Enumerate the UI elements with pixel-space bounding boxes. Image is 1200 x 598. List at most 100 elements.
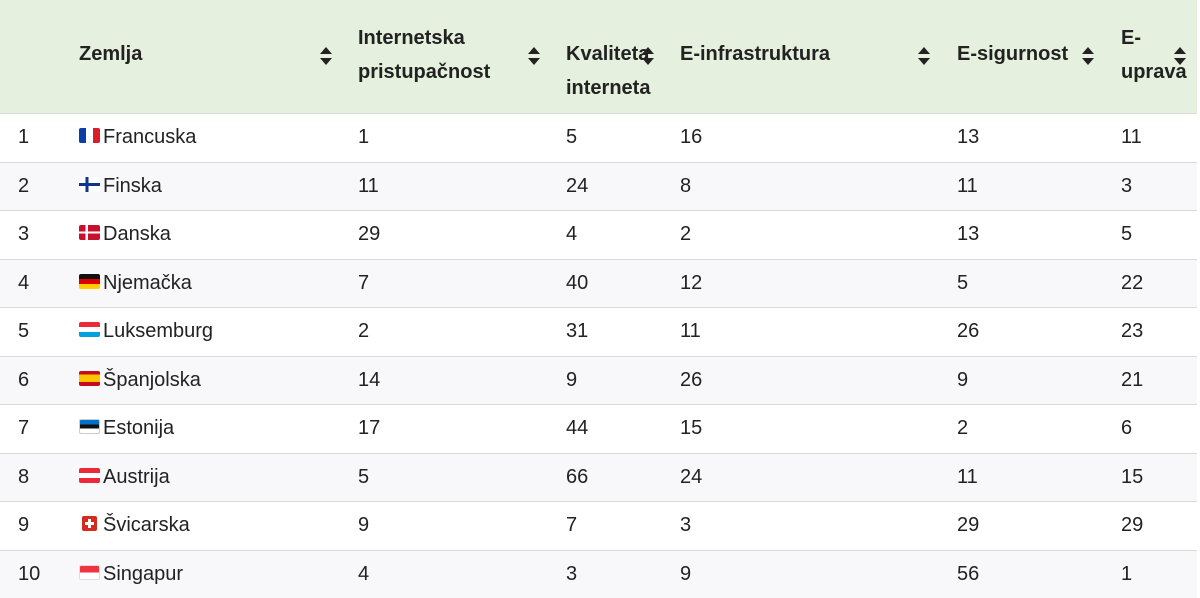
cell-kvaliteta-interneta: 4	[566, 223, 578, 245]
cell-rank: 10	[18, 562, 41, 585]
table-row: 3 29 4 2 13 5 Danska	[0, 210, 1197, 259]
table-header: Zemlja Internetska pristupačnost Kvalitet…	[0, 0, 1197, 113]
table-row: 6 14 9 26 9 21 Španjolska	[0, 355, 1197, 404]
cell-e-uprava: 5	[1121, 223, 1133, 245]
cell-e-uprava: 29	[1121, 514, 1144, 536]
table-row: 9 9 7 3 29 29 Švicarska	[0, 501, 1197, 550]
header-kvaliteta-interneta[interactable]: Kvaliteta interneta	[566, 43, 651, 99]
cell-kvaliteta-interneta: 66	[566, 465, 589, 488]
cell-e-infrastruktura: 26	[680, 368, 703, 391]
country-name: Španjolska	[103, 368, 201, 391]
sort-sigurnost-icon[interactable]	[1082, 47, 1094, 65]
header-zemlja[interactable]: Zemlja	[79, 43, 143, 65]
table-row: 10 4 3 9 56 1 Singapur	[0, 549, 1197, 598]
estonia-flag-icon	[79, 419, 100, 434]
header-e-uprava[interactable]: E-uprava	[1121, 27, 1187, 83]
cell-e-infrastruktura: 2	[680, 223, 692, 245]
cell-e-sigurnost: 11	[957, 465, 978, 488]
cell-internetska-pristupacnost: 9	[358, 514, 370, 536]
cell-rank: 5	[18, 320, 30, 342]
cell-e-sigurnost: 9	[957, 368, 969, 391]
cell-e-sigurnost: 11	[957, 174, 978, 197]
table-row: 4 7 40 12 5 22 Njemačka	[0, 258, 1197, 307]
cell-e-uprava: 21	[1121, 368, 1144, 391]
header-internetska-pristupacnost[interactable]: Internetska pristupačnost	[358, 27, 491, 83]
cell-internetska-pristupacnost: 4	[358, 562, 370, 585]
cell-kvaliteta-interneta: 31	[566, 320, 589, 342]
cell-e-sigurnost: 13	[957, 223, 980, 245]
luxembourg-flag-icon	[79, 322, 100, 337]
country-name: Danska	[103, 223, 171, 245]
country-name: Finska	[103, 174, 162, 197]
sort-infrastruktura-icon[interactable]	[918, 47, 930, 65]
table-row: 2 11 24 8 11 3 Finska	[0, 161, 1197, 210]
switzerland-flag-icon	[82, 516, 97, 531]
cell-kvaliteta-interneta: 5	[566, 126, 578, 148]
cell-internetska-pristupacnost: 29	[358, 223, 381, 245]
table-row: 1 1 5 16 13 11 Francuska	[0, 113, 1197, 162]
cell-kvaliteta-interneta: 44	[566, 417, 589, 439]
cell-kvaliteta-interneta: 7	[566, 514, 578, 536]
cell-internetska-pristupacnost: 1	[358, 126, 370, 148]
cell-internetska-pristupacnost: 11	[358, 174, 379, 197]
sort-uprava-icon[interactable]	[1174, 47, 1186, 65]
table-body: 1 1 5 16 13 11 Francuska 2 11 24 8 11 3 Finska 3 29 4 2 13…	[0, 113, 1197, 598]
cell-e-uprava: 3	[1121, 174, 1133, 197]
country-name: Njemačka	[103, 271, 192, 294]
cell-e-sigurnost: 5	[957, 271, 969, 294]
cell-rank: 4	[18, 271, 30, 294]
finland-flag-icon	[79, 176, 100, 192]
france-flag-icon	[79, 128, 100, 143]
cell-kvaliteta-interneta: 3	[566, 562, 578, 585]
cell-internetska-pristupacnost: 2	[358, 320, 370, 342]
header-e-infrastruktura[interactable]: E-infrastruktura	[680, 43, 831, 65]
country-name: Švicarska	[103, 514, 190, 536]
cell-kvaliteta-interneta: 40	[566, 271, 589, 294]
cell-e-uprava: 15	[1121, 465, 1144, 488]
country-name: Estonija	[103, 417, 175, 439]
cell-kvaliteta-interneta: 24	[566, 174, 589, 197]
sort-pristupacnost-icon[interactable]	[528, 47, 540, 65]
spain-flag-icon	[79, 370, 100, 386]
cell-e-infrastruktura: 8	[680, 174, 692, 197]
sort-kvaliteta-icon[interactable]	[642, 47, 654, 65]
germany-flag-icon	[79, 273, 100, 289]
cell-e-infrastruktura: 15	[680, 417, 703, 439]
cell-rank: 9	[18, 514, 30, 536]
country-name: Austrija	[103, 465, 170, 488]
cell-rank: 6	[18, 368, 30, 391]
cell-rank: 3	[18, 223, 30, 245]
table-row: 5 2 31 11 26 23 Luksemburg	[0, 307, 1197, 356]
cell-e-sigurnost: 13	[957, 126, 980, 148]
header-e-sigurnost[interactable]: E-sigurnost	[957, 43, 1069, 65]
cell-e-infrastruktura: 16	[680, 126, 703, 148]
cell-e-sigurnost: 2	[957, 417, 969, 439]
cell-internetska-pristupacnost: 5	[358, 465, 370, 488]
cell-rank: 2	[18, 174, 30, 197]
country-name: Francuska	[103, 126, 197, 148]
cell-e-infrastruktura: 3	[680, 514, 692, 536]
cell-kvaliteta-interneta: 9	[566, 368, 578, 391]
cell-e-sigurnost: 26	[957, 320, 980, 342]
cell-e-uprava: 22	[1121, 271, 1144, 294]
table-row: 7 17 44 15 2 6 Estonija	[0, 404, 1197, 453]
cell-internetska-pristupacnost: 17	[358, 417, 381, 439]
cell-rank: 8	[18, 465, 30, 488]
country-name: Luksemburg	[103, 320, 214, 342]
table-row: 8 5 66 24 11 15 Austrija	[0, 452, 1197, 501]
cell-e-uprava: 1	[1121, 562, 1133, 585]
cell-internetska-pristupacnost: 7	[358, 271, 370, 294]
sort-zemlja-icon[interactable]	[320, 47, 332, 65]
cell-rank: 1	[18, 126, 30, 148]
cell-e-sigurnost: 29	[957, 514, 980, 536]
cell-e-uprava: 6	[1121, 417, 1133, 439]
cell-e-infrastruktura: 12	[680, 271, 703, 294]
denmark-flag-icon	[79, 225, 100, 240]
country-name: Singapur	[103, 562, 184, 585]
cell-e-uprava: 23	[1121, 320, 1144, 342]
austria-flag-icon	[79, 467, 100, 483]
cell-e-infrastruktura: 11	[680, 320, 701, 342]
cell-rank: 7	[18, 417, 30, 439]
cell-e-infrastruktura: 9	[680, 562, 692, 585]
